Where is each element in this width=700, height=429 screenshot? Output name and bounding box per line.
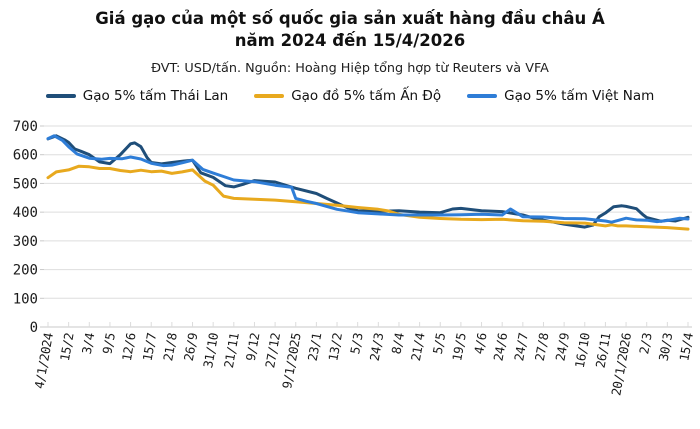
x-tick-label: 4/6 (471, 332, 489, 355)
y-tick-label: 400 (13, 205, 38, 221)
x-tick-label: 16/10 (572, 332, 593, 369)
legend-swatch-thailand (45, 94, 76, 98)
y-tick-label: 0 (30, 320, 38, 336)
x-tick-label: 12/6 (119, 332, 139, 362)
chart-subtitle: ĐVT: USD/tấn. Nguồn: Hoàng Hiệp tổng hợp… (151, 61, 549, 76)
legend-label-vietnam: Gạo 5% tấm Việt Nam (504, 88, 655, 104)
x-tick-label: 5/5 (430, 332, 448, 355)
x-tick-label: 24/9 (552, 332, 572, 362)
x-tick-label: 21/4 (408, 332, 428, 362)
y-tick-label: 700 (13, 119, 38, 135)
y-tick-label: 200 (13, 263, 38, 279)
chart-title-line2: năm 2024 đến 15/4/2026 (234, 31, 466, 50)
x-tick-label: 3/4 (79, 332, 97, 355)
x-tick-label: 24/6 (490, 332, 510, 362)
y-tick-label: 500 (13, 176, 38, 192)
y-tick-label: 300 (13, 234, 38, 250)
legend-item-vietnam: Gạo 5% tấm Việt Nam (467, 88, 654, 104)
x-tick-label: 13/2 (325, 332, 345, 362)
x-tick-label: 15/4 (676, 332, 696, 362)
x-tick-label: 23/1 (305, 332, 325, 362)
x-tick-label: 26/9 (181, 332, 201, 362)
x-tick-label: 20/1/2026 (608, 332, 634, 397)
x-tick-label: 27/8 (532, 332, 552, 362)
series-line-2 (46, 134, 690, 224)
legend-item-india: Gạo đồ 5% tấm Ấn Độ (254, 88, 441, 104)
x-tick-label: 2/3 (636, 332, 654, 355)
x-tick-label: 21/11 (221, 332, 242, 369)
x-tick-label: 5/3 (347, 332, 365, 355)
x-tick-label: 9/1/2025 (279, 332, 304, 390)
x-tick-label: 9/12 (243, 332, 263, 362)
x-tick-label: 21/8 (160, 332, 180, 362)
x-tick-label: 31/10 (200, 332, 221, 369)
y-tick-label: 100 (13, 291, 38, 307)
x-tick-label: 19/5 (449, 332, 469, 362)
legend-swatch-vietnam (467, 94, 498, 98)
legend: Gạo 5% tấm Thái Lan Gạo đồ 5% tấm Ấn Độ … (0, 88, 700, 104)
x-tick-label: 4/1/2024 (31, 332, 56, 390)
x-tick-label: 26/11 (592, 332, 613, 369)
x-tick-label: 24/7 (511, 332, 531, 362)
x-tick-label: 8/4 (388, 332, 406, 355)
x-tick-label: 27/12 (262, 332, 283, 369)
legend-label-thailand: Gạo 5% tấm Thái Lan (82, 88, 229, 104)
x-tick-label: 9/5 (99, 332, 117, 355)
legend-swatch-india (254, 94, 285, 98)
series-line-0 (46, 134, 690, 229)
legend-item-thailand: Gạo 5% tấm Thái Lan (45, 88, 229, 104)
y-tick-label: 600 (13, 148, 38, 164)
x-tick-label: 30/3 (656, 332, 676, 362)
x-tick-label: 24/3 (367, 332, 387, 362)
chart-title-line1: Giá gạo của một số quốc gia sản xuất hàn… (95, 9, 605, 28)
chart-title: Giá gạo của một số quốc gia sản xuất hàn… (0, 0, 700, 52)
legend-label-india: Gạo đồ 5% tấm Ấn Độ (291, 88, 442, 104)
x-tick-label: 15/7 (140, 332, 160, 362)
x-tick-label: 15/2 (57, 332, 77, 362)
